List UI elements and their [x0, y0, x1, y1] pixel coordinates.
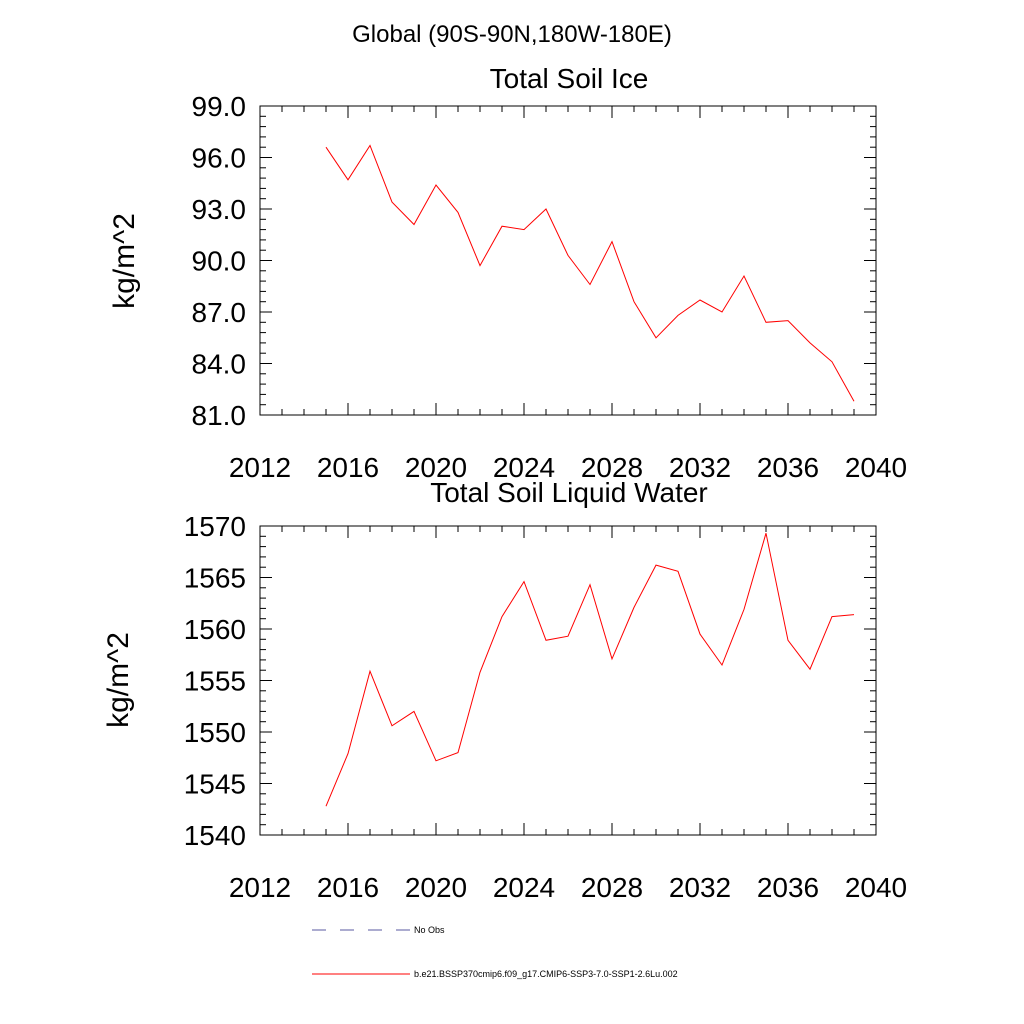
x-tick-label: 2020: [405, 452, 467, 483]
y-tick-label: 1565: [184, 563, 246, 594]
y-tick-label: 87.0: [192, 297, 247, 328]
y-tick-label: 90.0: [192, 246, 247, 277]
x-tick-label: 2032: [669, 452, 731, 483]
y-tick-label: 96.0: [192, 143, 247, 174]
panel-soil-ice: Total Soil Ice kg/m^2 2012 2016 2020 2024 20…: [108, 63, 907, 483]
x-tick-label: 2032: [669, 872, 731, 903]
y-axis-label: kg/m^2: [108, 213, 141, 309]
x-tick-label: 2040: [845, 452, 907, 483]
y-tick-label: 1550: [184, 717, 246, 748]
y-axis-label: kg/m^2: [102, 632, 135, 728]
x-tick-label: 2016: [317, 872, 379, 903]
minor-ticks: [259, 105, 877, 416]
x-tick-label: 2036: [757, 872, 819, 903]
legend-model-label: b.e21.BSSP370cmip6.f09_g17.CMIP6-SSP3-7.…: [414, 969, 678, 979]
y-tick-label: 1555: [184, 666, 246, 697]
minor-ticks: [259, 525, 877, 836]
x-tick-label: 2024: [493, 872, 555, 903]
y-tick-label: 1570: [184, 511, 246, 542]
x-tick-label: 2016: [317, 452, 379, 483]
legend-obs-label: No Obs: [414, 925, 445, 935]
x-tick-label: 2012: [229, 872, 291, 903]
x-tick-label: 2012: [229, 452, 291, 483]
plot-frame: [259, 525, 877, 836]
panel-title: Total Soil Liquid Water: [430, 477, 708, 508]
x-tick-label: 2028: [581, 872, 643, 903]
y-tick-label: 1560: [184, 614, 246, 645]
x-tick-label: 2024: [493, 452, 555, 483]
soil-liquid-water-series-line: [325, 533, 855, 807]
y-tick-label: 1540: [184, 820, 246, 851]
x-tick-label: 2020: [405, 872, 467, 903]
soil-ice-series-line: [325, 144, 855, 402]
legend: No Obs b.e21.BSSP370cmip6.f09_g17.CMIP6-…: [312, 925, 678, 979]
tick-labels: 2012 2016 2020 2024 2028 2032 2036 2040 81.0 84.0…: [192, 91, 908, 483]
y-tick-label: 81.0: [192, 400, 247, 431]
y-tick-label: 99.0: [192, 91, 247, 122]
panel-soil-liquid-water: Total Soil Liquid Water kg/m^2 2012 2016 2…: [102, 477, 907, 903]
x-tick-label: 2036: [757, 452, 819, 483]
plot-frame: [259, 105, 877, 416]
x-tick-label: 2028: [581, 452, 643, 483]
y-tick-label: 84.0: [192, 349, 247, 380]
x-tick-label: 2040: [845, 872, 907, 903]
panel-title: Total Soil Ice: [490, 63, 649, 94]
figure-title: Global (90S-90N,180W-180E): [352, 21, 672, 48]
tick-labels: 2012 2016 2020 2024 2028 2032 2036 2040 1540 1545…: [184, 511, 907, 903]
y-tick-label: 1545: [184, 769, 246, 800]
y-tick-label: 93.0: [192, 194, 247, 225]
